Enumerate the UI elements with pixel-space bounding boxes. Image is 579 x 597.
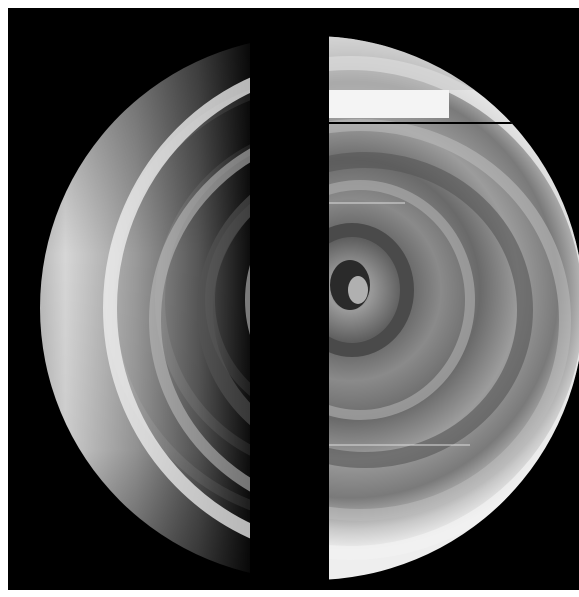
panel-gap	[250, 8, 329, 590]
vortex-eye	[348, 276, 368, 304]
bright-cloud	[329, 90, 449, 118]
planet-disk	[40, 36, 579, 580]
